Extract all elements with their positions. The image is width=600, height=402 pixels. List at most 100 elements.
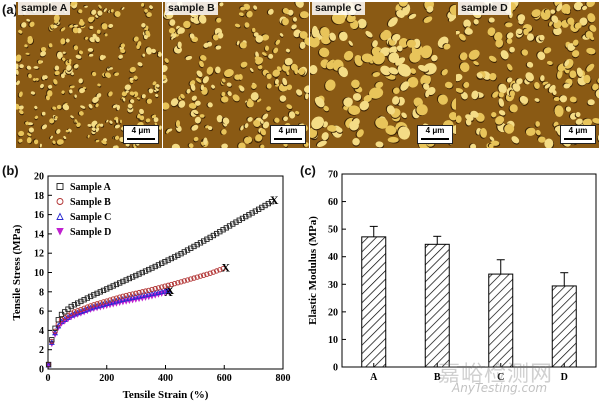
- error-bar: [560, 272, 569, 286]
- data-point: [149, 290, 155, 297]
- texture-grain: [583, 74, 591, 84]
- texture-grain: [122, 97, 126, 102]
- texture-grain: [60, 73, 65, 79]
- texture-grain: [304, 37, 309, 46]
- texture-grain: [48, 84, 53, 89]
- elastic-modulus-chart: 0 10 20 30 40 50 60 70 Elastic Modulus (MPa) A B C D: [307, 170, 597, 383]
- texture-grain: [564, 59, 570, 67]
- texture-grain: [199, 114, 205, 118]
- data-point: [110, 296, 116, 302]
- texture-grain: [266, 83, 272, 89]
- y-tick-label: 40: [328, 252, 338, 263]
- texture-grain: [463, 81, 470, 89]
- texture-grain: [310, 65, 318, 75]
- data-point: [126, 294, 133, 301]
- texture-grain: [35, 77, 39, 81]
- texture-grain: [398, 37, 409, 48]
- texture-grain: [262, 113, 269, 120]
- texture-grain: [116, 104, 120, 111]
- y-axis-label: Elastic Modulus (MPa): [307, 216, 319, 325]
- texture-grain: [114, 135, 120, 140]
- texture-grain: [418, 65, 429, 72]
- texture-grain: [196, 70, 203, 78]
- texture-grain: [103, 8, 107, 12]
- texture-grain: [480, 127, 487, 138]
- data-point: [159, 260, 165, 266]
- texture-grain: [516, 28, 523, 34]
- data-point: [126, 275, 133, 282]
- texture-grain: [188, 102, 197, 109]
- texture-grain: [203, 42, 210, 48]
- texture-grain: [240, 6, 246, 11]
- texture-grain: [504, 124, 515, 134]
- texture-grain: [238, 12, 244, 17]
- texture-grain: [505, 22, 513, 28]
- texture-grain: [274, 117, 280, 123]
- micrograph-texture: [456, 2, 599, 148]
- texture-grain: [96, 93, 102, 98]
- texture-grain: [92, 96, 99, 103]
- texture-grain: [125, 143, 130, 147]
- texture-grain: [331, 12, 346, 25]
- texture-grain: [180, 93, 185, 99]
- texture-grain: [129, 91, 135, 96]
- texture-grain: [253, 119, 261, 127]
- texture-grain: [282, 17, 289, 26]
- texture-grain: [239, 41, 247, 49]
- data-point: [71, 309, 78, 315]
- texture-grain: [65, 129, 70, 133]
- data-point: [168, 281, 175, 288]
- texture-grain: [489, 72, 497, 81]
- texture-grain: [401, 112, 407, 119]
- texture-grain: [321, 132, 329, 141]
- data-point: [162, 283, 168, 289]
- texture-grain: [63, 135, 67, 140]
- texture-grain: [73, 45, 79, 51]
- texture-grain: [335, 127, 343, 133]
- texture-grain: [194, 100, 201, 106]
- texture-grain: [177, 41, 182, 49]
- texture-grain: [554, 105, 564, 117]
- data-point: [119, 296, 126, 302]
- texture-grain: [141, 2, 145, 7]
- texture-grain: [41, 124, 47, 130]
- texture-grain: [188, 143, 194, 148]
- texture-grain: [151, 48, 157, 54]
- texture-grain: [443, 43, 451, 50]
- data-point: [171, 254, 178, 260]
- texture-grain: [129, 77, 134, 81]
- texture-grain: [54, 70, 60, 76]
- texture-grain: [66, 64, 72, 71]
- y-tick-label: 16: [34, 210, 44, 221]
- texture-grain: [70, 2, 76, 6]
- texture-grain: [250, 92, 259, 101]
- texture-grain: [18, 29, 23, 34]
- series-sample-a: [45, 199, 275, 368]
- scale-bar: 4 μm: [123, 125, 159, 144]
- scale-bar-text: 4 μm: [425, 126, 445, 135]
- texture-grain: [21, 22, 27, 28]
- texture-grain: [574, 22, 582, 29]
- legend-label: Sample B: [70, 197, 111, 208]
- texture-grain: [544, 138, 554, 148]
- data-point: [268, 199, 275, 205]
- texture-grain: [148, 88, 154, 94]
- texture-grain: [392, 96, 400, 105]
- y-tick-label: 50: [328, 225, 338, 236]
- texture-grain: [87, 134, 90, 138]
- texture-grain: [215, 66, 221, 74]
- texture-grain: [380, 65, 391, 76]
- texture-grain: [449, 4, 456, 16]
- data-point: [204, 271, 210, 277]
- texture-grain: [506, 77, 513, 83]
- y-tick-label: 70: [328, 170, 338, 181]
- texture-grain: [171, 143, 181, 148]
- series-sample-b: [45, 265, 226, 368]
- data-point: [133, 272, 139, 279]
- texture-grain: [361, 53, 374, 63]
- data-point: [75, 308, 81, 314]
- texture-grain: [288, 111, 296, 119]
- texture-grain: [425, 90, 430, 98]
- texture-grain: [110, 9, 114, 13]
- texture-grain: [16, 69, 19, 75]
